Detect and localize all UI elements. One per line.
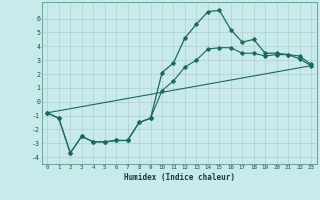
- X-axis label: Humidex (Indice chaleur): Humidex (Indice chaleur): [124, 173, 235, 182]
